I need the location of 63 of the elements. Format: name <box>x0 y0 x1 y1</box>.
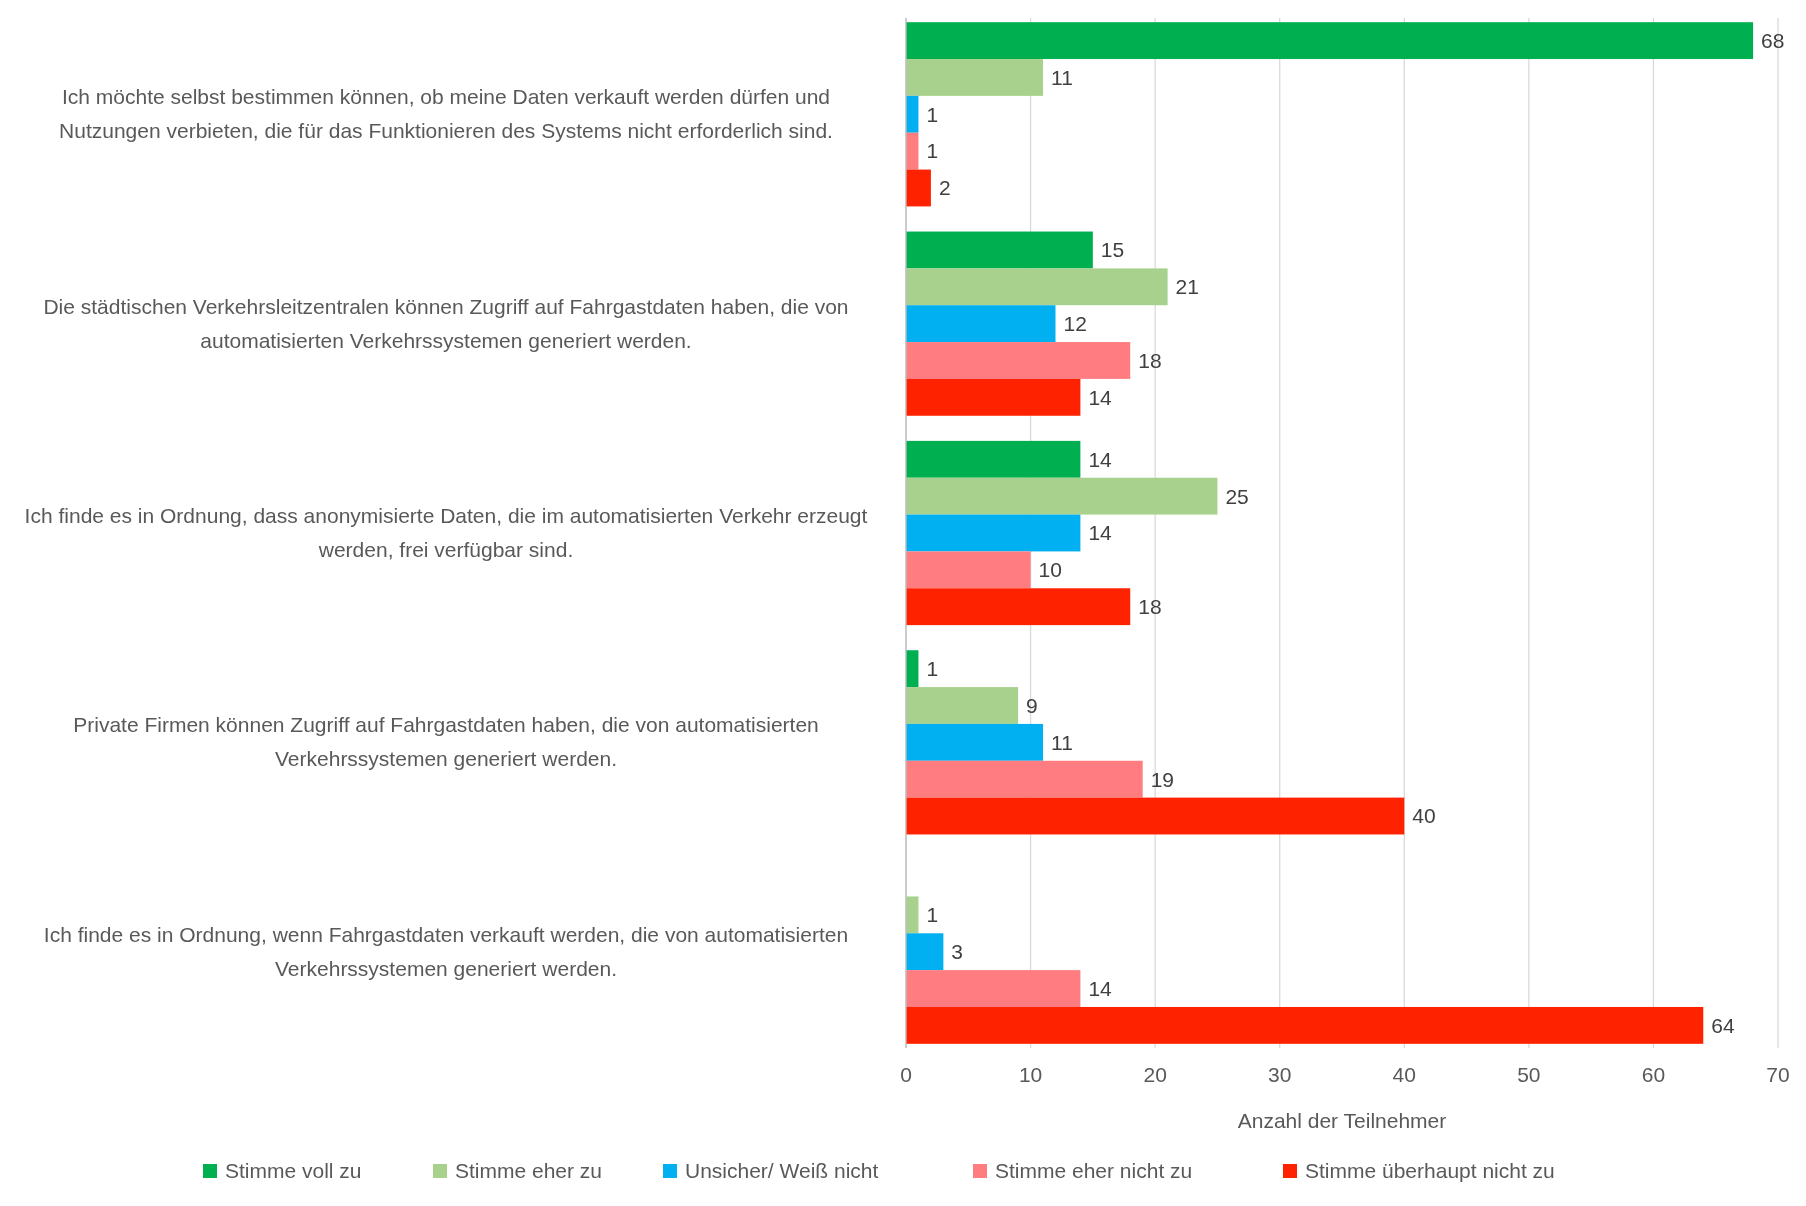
bar <box>906 933 944 971</box>
data-label: 19 <box>1150 767 1175 791</box>
x-axis-title: Anzahl der Teilnehmer <box>1237 1109 1447 1132</box>
data-label: 21 <box>1175 275 1199 299</box>
x-tick-label: 50 <box>1517 1063 1541 1086</box>
legend-label: Stimme überhaupt nicht zu <box>1305 1159 1555 1182</box>
x-tick-label: 10 <box>1018 1063 1043 1086</box>
x-tick-label: 0 <box>900 1063 912 1086</box>
data-label: 1 <box>926 102 939 126</box>
data-label: 2 <box>938 176 951 200</box>
bar <box>906 59 1044 96</box>
data-label: 3 <box>951 940 964 964</box>
data-label: 1 <box>926 139 939 163</box>
bar <box>906 551 1031 589</box>
bar <box>906 588 1131 626</box>
bar <box>906 22 1754 60</box>
bar <box>906 378 1081 416</box>
data-label: 14 <box>1088 447 1113 471</box>
bar <box>906 514 1081 552</box>
y-tick-label: Ich finde es in Ordnung, dass anonymisierte Daten, die im automatisierten Verkehr erzeugt werden, frei verfügbar sind. <box>24 504 868 561</box>
data-label: 14 <box>1088 521 1113 545</box>
data-label: 25 <box>1225 484 1249 508</box>
data-label: 64 <box>1711 1013 1735 1037</box>
legend-label: Stimme eher nicht zu <box>995 1159 1193 1182</box>
data-label: 9 <box>1026 693 1038 717</box>
data-label: 68 <box>1761 28 1785 52</box>
bar <box>906 169 931 207</box>
x-tick-label: 30 <box>1268 1063 1292 1086</box>
data-label: 18 <box>1138 595 1162 619</box>
data-label: 1 <box>926 903 939 927</box>
data-label: 11 <box>1051 65 1073 89</box>
x-tick-label: 20 <box>1143 1063 1167 1086</box>
data-label: 40 <box>1412 804 1436 828</box>
bar <box>906 305 1056 343</box>
data-label: 10 <box>1038 558 1062 582</box>
x-tick-label: 70 <box>1766 1063 1790 1086</box>
data-label: 11 <box>1051 730 1073 754</box>
bar <box>906 723 1044 761</box>
bar <box>906 342 1131 379</box>
data-label: 1 <box>926 657 939 681</box>
bar <box>906 231 1093 269</box>
bar <box>906 440 1081 478</box>
x-tick-label: 40 <box>1392 1063 1416 1086</box>
data-label: 14 <box>1088 385 1113 409</box>
y-tick-label: Private Firmen können Zugriff auf Fahrgastdaten haben, die von automatisierten Verkehrssystemen generiert werden. <box>73 713 819 771</box>
y-tick-label: Ich möchte selbst bestimmen können, ob meine Daten verkauft werden dürfen und Nutzungen verbieten, die für das Funktionieren des Systems nicht erforderlich sind. <box>59 85 833 143</box>
bar <box>906 477 1218 515</box>
legend-label: Stimme eher zu <box>455 1159 603 1182</box>
legend-label: Stimme voll zu <box>225 1159 362 1182</box>
x-tick-label: 60 <box>1641 1063 1666 1086</box>
data-label: 14 <box>1088 976 1113 1000</box>
bar <box>906 797 1405 835</box>
legend-label: Unsicher/ Weiß nicht <box>685 1159 879 1182</box>
bar <box>906 268 1168 306</box>
y-tick-label: Die städtischen Verkehrsleitzentralen können Zugriff auf Fahrgastdaten haben, die von automatisierten Verkehrssystemen generiert werden. <box>43 294 849 352</box>
data-label: 18 <box>1138 348 1162 372</box>
bar <box>906 760 1143 798</box>
bar <box>906 970 1081 1007</box>
data-label: 12 <box>1063 312 1087 335</box>
bar <box>906 687 1019 724</box>
data-label: 15 <box>1100 238 1125 262</box>
y-tick-label: Ich finde es in Ordnung, wenn Fahrgastdaten verkauft werden, die von automatisierten Verkehrssystemen generiert werden. <box>43 922 849 980</box>
bar <box>906 1006 1704 1044</box>
